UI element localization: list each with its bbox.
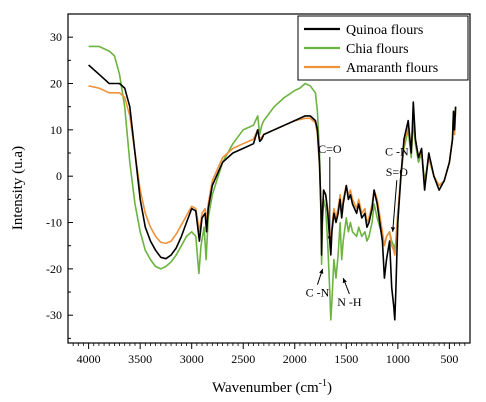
series-line-chia-flours (88, 45, 457, 321)
annotation-label: C -N (306, 286, 330, 300)
x-axis-title-main: Wavenumber (cm (212, 380, 319, 396)
y-tick-label: 20 (50, 77, 62, 91)
y-tick-label: 0 (56, 169, 62, 183)
x-tick-label: 500 (440, 352, 458, 366)
x-tick-label: 2000 (283, 352, 307, 366)
y-tick-label: -20 (46, 262, 62, 276)
y-tick-label: 30 (50, 30, 62, 44)
y-tick-label: -30 (46, 308, 62, 322)
x-axis-title: Wavenumber (cm-1) (212, 378, 332, 396)
legend: Quinoa flours Chia flours Amaranth flours (297, 15, 469, 81)
annotation-layer: C=O C -N S=O C -N N -H (306, 142, 409, 309)
x-tick-label: 1500 (334, 352, 358, 366)
y-tick-label: 10 (50, 123, 62, 137)
x-tick-label: 4000 (77, 352, 101, 366)
x-tick-label: 1000 (386, 352, 410, 366)
legend-label: Amaranth flours (346, 61, 438, 76)
x-axis-title-close: ) (327, 380, 332, 396)
annotation-label: S=O (386, 165, 408, 179)
y-tick-label: -10 (46, 216, 62, 230)
series-line-quinoa-flours (88, 64, 457, 321)
annotation-arrowhead (390, 227, 396, 232)
x-tick-label: 2500 (231, 352, 255, 366)
y-axis: 30 20 10 0 -10 -20 -30 (46, 13, 73, 339)
y-axis-title: Intensity (u.a) (10, 146, 26, 230)
x-axis: 4000 3500 3000 2500 2000 1500 1000 500 (72, 343, 466, 366)
legend-label: Chia flours (346, 42, 409, 57)
x-tick-label: 3000 (180, 352, 204, 366)
x-tick-label: 3500 (128, 352, 152, 366)
series-layer (88, 45, 457, 321)
annotation-label: C -N (385, 144, 409, 158)
x-axis-title-superscript: -1 (319, 378, 327, 389)
legend-label: Quinoa flours (346, 23, 423, 38)
annotation-arrowhead (342, 278, 347, 284)
annotation-arrowhead (319, 268, 324, 274)
annotation-arrow (392, 180, 398, 232)
annotation-label: N -H (337, 295, 362, 309)
annotation-arrowhead (327, 236, 332, 242)
annotation-label: C=O (318, 142, 342, 156)
